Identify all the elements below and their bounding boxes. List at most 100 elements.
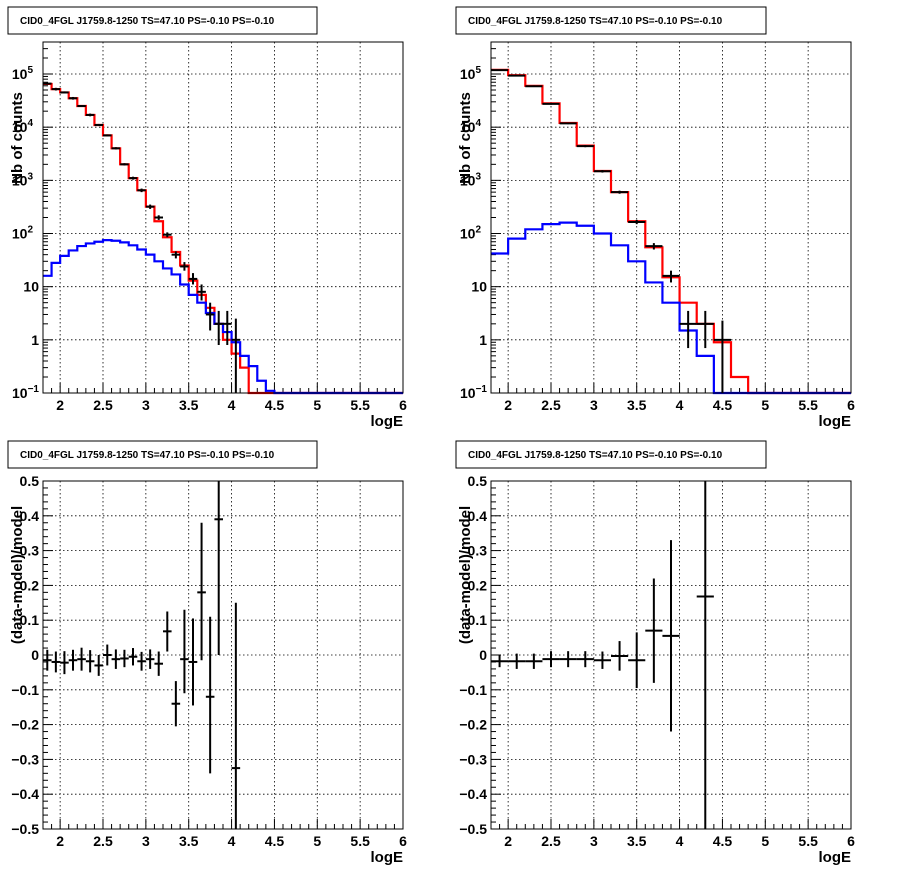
title-box xyxy=(455,440,767,469)
grid xyxy=(43,42,404,393)
chart-title: CID0_4FGL J1759.8-1250 TS=47.10 PS=-0.10… xyxy=(468,450,723,461)
data-point xyxy=(491,655,509,668)
y-axis-label: (data-model)/model xyxy=(9,506,26,644)
x-tick-label: 5.5 xyxy=(350,397,370,413)
counts-panel-left: CID0_4FGL J1759.8-1250 TS=47.10 PS=-0.10… xyxy=(7,6,407,430)
y-tick-label: −0.4 xyxy=(11,786,39,802)
data-point xyxy=(137,188,146,193)
data-point xyxy=(111,649,121,669)
y-tick-label: 0.5 xyxy=(468,473,488,489)
y-tick-label: 104 xyxy=(460,118,482,135)
y-tick-label: −0.3 xyxy=(11,751,39,767)
series-histogram-1 xyxy=(491,221,851,395)
data-point xyxy=(180,609,189,694)
y-tick-label: 102 xyxy=(12,225,34,242)
title-box xyxy=(7,440,318,469)
series-histogram-0 xyxy=(491,68,851,395)
data-point xyxy=(662,270,680,283)
data-point xyxy=(77,647,86,671)
y-tick-label: 0.1 xyxy=(468,612,488,628)
data-point xyxy=(662,540,680,732)
plot-frame xyxy=(490,41,852,394)
data-point xyxy=(128,176,138,180)
y-tick-label: −0.2 xyxy=(11,717,39,733)
x-tick-label: 2 xyxy=(56,397,64,413)
y-tick-label: 1 xyxy=(479,332,487,348)
data-point xyxy=(508,653,526,669)
x-tick-label: 3 xyxy=(590,833,598,849)
data-point xyxy=(180,262,189,271)
data-point xyxy=(679,310,697,349)
x-axis-label: logE xyxy=(371,849,404,866)
data-point xyxy=(611,190,629,194)
x-tick-label: 6 xyxy=(399,833,407,849)
data-point xyxy=(197,284,206,301)
y-tick-label: 10−1 xyxy=(460,384,487,401)
data-point xyxy=(713,320,731,393)
data-point xyxy=(576,145,594,148)
x-tick-label: 3.5 xyxy=(627,397,647,413)
grid xyxy=(491,42,852,393)
y-tick-label: 0.3 xyxy=(468,543,488,559)
x-tick-label: 5.5 xyxy=(798,833,818,849)
x-tick-label: 3.5 xyxy=(179,833,199,849)
data-point xyxy=(163,232,172,238)
data-point xyxy=(188,273,198,285)
x-tick-label: 6 xyxy=(399,397,407,413)
x-tick-label: 3 xyxy=(142,397,150,413)
y-tick-label: 103 xyxy=(460,171,482,188)
x-tick-label: 3 xyxy=(142,833,150,849)
data-point xyxy=(491,69,509,72)
title-box xyxy=(7,6,318,35)
data-point xyxy=(85,650,95,673)
data-point xyxy=(154,215,163,220)
y-tick-label: 104 xyxy=(12,118,34,135)
plot-frame xyxy=(490,480,852,830)
x-tick-label: 2 xyxy=(56,833,64,849)
residual-panel-left: CID0_4FGL J1759.8-1250 TS=47.10 PS=-0.10… xyxy=(7,440,407,866)
data-point xyxy=(111,147,121,150)
y-tick-label: 105 xyxy=(12,65,34,82)
x-tick-label: 3.5 xyxy=(179,397,199,413)
data-point xyxy=(525,653,543,669)
x-tick-label: 4 xyxy=(228,397,236,413)
data-point xyxy=(525,85,543,88)
data-point xyxy=(60,651,69,675)
y-tick-label: 0.3 xyxy=(20,543,40,559)
x-tick-label: 2 xyxy=(504,397,512,413)
y-tick-label: 1 xyxy=(31,332,39,348)
x-tick-label: 3.5 xyxy=(627,833,647,849)
x-tick-label: 5 xyxy=(313,397,321,413)
data-point xyxy=(214,310,223,345)
chart-title: CID0_4FGL J1759.8-1250 TS=47.10 PS=-0.10… xyxy=(468,16,723,27)
x-axis-label: logE xyxy=(819,849,852,866)
y-tick-label: −0.2 xyxy=(459,717,487,733)
y-tick-label: −0.1 xyxy=(11,682,39,698)
y-axis-label: (data-model)/model xyxy=(457,506,474,644)
data-point xyxy=(645,243,663,250)
data-point xyxy=(611,641,629,671)
data-point xyxy=(120,649,129,668)
data-point xyxy=(223,310,232,345)
y-axis-label: Nb of counts xyxy=(9,92,26,184)
data-point xyxy=(163,611,172,652)
y-tick-label: 0.5 xyxy=(20,473,40,489)
x-tick-label: 4.5 xyxy=(265,833,285,849)
x-tick-label: 2.5 xyxy=(541,833,561,849)
x-tick-label: 6 xyxy=(847,397,855,413)
plot-frame xyxy=(42,41,404,394)
x-tick-label: 4.5 xyxy=(713,397,733,413)
data-point xyxy=(696,310,714,349)
data-point xyxy=(77,105,86,108)
x-tick-label: 5.5 xyxy=(798,397,818,413)
x-tick-label: 2.5 xyxy=(93,397,113,413)
grid xyxy=(43,481,404,829)
x-axis-label: logE xyxy=(371,413,404,430)
data-point xyxy=(68,96,78,100)
y-tick-label: 102 xyxy=(460,225,482,242)
y-tick-label: 0.4 xyxy=(468,508,488,524)
data-point xyxy=(559,651,577,668)
data-point xyxy=(542,651,560,668)
data-point xyxy=(628,632,646,689)
y-tick-label: 10 xyxy=(471,279,487,295)
